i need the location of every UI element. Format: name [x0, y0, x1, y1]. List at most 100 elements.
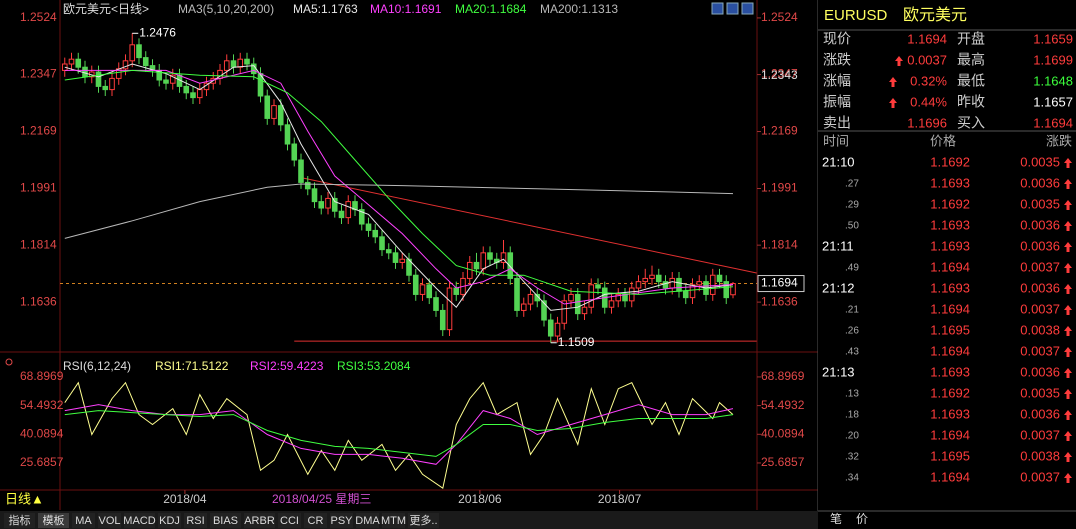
icon[interactable]	[5, 358, 13, 366]
toolbar-button-label[interactable]: DMA	[355, 515, 380, 527]
icon[interactable]	[726, 2, 739, 15]
candle-body	[190, 92, 196, 99]
toolbar-button[interactable]	[382, 513, 405, 528]
toolbar-button[interactable]	[124, 513, 155, 528]
toolbar-button-label[interactable]: PSY	[330, 515, 353, 527]
toolbar-button[interactable]	[330, 513, 353, 528]
toolbar-button[interactable]	[278, 513, 301, 528]
candle-body	[433, 297, 439, 311]
trade-change: 0.0036	[1020, 238, 1060, 253]
toolbar-button-label[interactable]: MACD	[123, 515, 155, 527]
candle-body	[392, 252, 399, 263]
y-tick-label: 1.2524	[20, 10, 57, 24]
trade-time: .18	[845, 410, 859, 421]
legend-entry: MA5:1.1763	[293, 2, 358, 16]
candle-body	[311, 188, 318, 203]
trade-time: .43	[845, 347, 859, 358]
candle-body	[102, 85, 109, 91]
trade-change: 0.0038	[1020, 448, 1060, 463]
trade-time: .32	[845, 452, 859, 463]
toolbar-button[interactable]	[72, 513, 95, 528]
toolbar-button-label[interactable]: KDJ	[159, 515, 180, 527]
toolbar-button[interactable]	[158, 513, 181, 528]
toolbar-button[interactable]	[4, 513, 35, 528]
candle-body	[689, 284, 696, 299]
last-price-label: 1.1694	[761, 276, 798, 290]
candle-body	[426, 284, 433, 299]
toolbar-button-label[interactable]: MTM	[381, 515, 406, 527]
y-tick-label: 1.1991	[20, 181, 57, 195]
up-arrow	[889, 98, 897, 108]
symbol-name: 欧元美元	[903, 6, 967, 24]
up-arrow	[1064, 158, 1072, 168]
up-arrow	[1064, 179, 1072, 189]
quote-label: 最高	[957, 52, 985, 68]
candle-body	[338, 210, 345, 219]
toolbar-button-label[interactable]: MA	[75, 515, 92, 527]
toolbar-button-label[interactable]: BIAS	[213, 515, 238, 527]
candle-body	[142, 57, 149, 67]
annotation-label: 1.2476	[139, 25, 176, 39]
trades-header: 时间	[823, 133, 849, 148]
toolbar-button-label[interactable]: 模板	[43, 513, 65, 527]
quote-value: 1.1694	[1033, 115, 1073, 130]
trend-line	[300, 177, 757, 274]
quote-label: 涨幅	[823, 73, 851, 89]
candle-body	[109, 77, 115, 91]
toolbar-button[interactable]	[304, 513, 327, 528]
ma-line	[64, 69, 734, 305]
toolbar-button-label[interactable]: CCI	[280, 515, 299, 527]
candle-body	[581, 306, 588, 315]
trades-tab[interactable]: 笔	[830, 511, 842, 526]
quote-value: 1.1659	[1033, 31, 1073, 46]
trade-time: .20	[845, 431, 859, 442]
toolbar-button[interactable]	[210, 513, 241, 528]
candle-body	[487, 252, 493, 260]
candle-body	[358, 209, 365, 225]
up-arrow	[1064, 347, 1072, 357]
icon[interactable]	[741, 2, 754, 15]
toolbar-button-label[interactable]: VOL	[98, 515, 120, 527]
candle-body	[730, 283, 736, 296]
trade-time: 21:11	[822, 238, 854, 253]
trade-change: 0.0036	[1020, 406, 1060, 421]
y-tick-label: 68.8969	[20, 369, 64, 383]
y-tick-label: 1.2347	[761, 67, 798, 81]
trade-change: 0.0035	[1020, 196, 1060, 211]
candle-body	[345, 201, 352, 219]
toolbar-button-label[interactable]: RSI	[186, 515, 204, 527]
legend-entry: MA10:1.1691	[370, 2, 442, 16]
toolbar-button[interactable]	[98, 513, 121, 528]
trade-price: 1.1693	[930, 217, 970, 232]
toolbar-button[interactable]	[408, 513, 439, 528]
candle-body	[547, 319, 554, 337]
chart-title: RSI(6,12,24)	[63, 359, 131, 373]
icon[interactable]	[711, 2, 724, 15]
candle-body	[379, 236, 385, 251]
quote-value: 1.1694	[907, 31, 947, 46]
chart-title: 欧元美元<日线>	[63, 2, 149, 16]
toolbar-button[interactable]	[244, 513, 275, 528]
toolbar-button[interactable]	[38, 513, 69, 528]
toolbar-button[interactable]	[184, 513, 207, 528]
trades-tab[interactable]: 价	[856, 512, 868, 526]
up-arrow	[1064, 452, 1072, 462]
toolbar-button-label[interactable]: ARBR	[244, 515, 275, 527]
period-label[interactable]: 日线▲	[5, 491, 44, 506]
trade-change: 0.0037	[1020, 427, 1060, 442]
trade-price: 1.1694	[930, 301, 970, 316]
toolbar-button[interactable]	[356, 513, 379, 528]
quote-label: 现价	[823, 31, 851, 47]
candle-body	[331, 197, 338, 212]
candle-body	[655, 274, 662, 283]
candle-body	[399, 258, 406, 263]
candle-body	[709, 274, 716, 295]
candle-body	[514, 277, 520, 311]
trade-change: 0.0035	[1020, 154, 1060, 169]
candle-body	[122, 60, 129, 70]
toolbar-button-label[interactable]: 更多..	[409, 513, 437, 527]
trade-time: 21:10	[822, 154, 855, 169]
up-arrow	[1064, 242, 1072, 252]
toolbar-button-label[interactable]: CR	[308, 515, 324, 527]
toolbar-button-label[interactable]: 指标	[9, 513, 31, 527]
